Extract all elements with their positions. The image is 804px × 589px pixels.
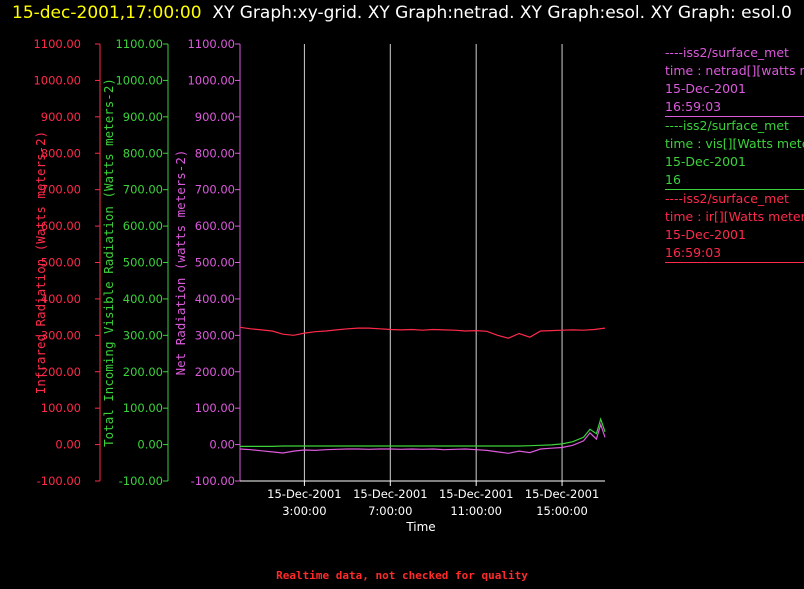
y-tick-label: 400.00 [195,292,235,306]
y-tick-label: 800.00 [195,146,235,160]
legend-var: time : netrad[][watts meters-2] [665,63,804,78]
y-tick-label: 700.00 [41,183,81,197]
y-axis-title: Total Incoming Visible Radiation (Watts … [101,78,116,447]
y-tick-label: 800.00 [41,146,81,160]
y-axis-title: Net Radiation (watts meters-2) [173,150,188,376]
y-tick-label: 300.00 [123,328,163,342]
y-tick-label: 200.00 [41,365,81,379]
y-tick-label: 600.00 [195,219,235,233]
chart-title: 15-dec-2001,17:00:00 XY Graph:xy-grid. X… [12,2,792,24]
y-tick-label: 1000.00 [187,73,235,87]
y-tick-label: 700.00 [195,183,235,197]
x-tick-label-time: 3:00:00 [282,504,326,518]
legend-time: 16 [665,172,681,187]
y-tick-label: 600.00 [123,219,163,233]
y-axis-title: Infrared Radiation (Watts meters-2) [33,131,48,394]
y-tick-label: 900.00 [123,110,163,124]
legend-title: ----iss2/surface_met [665,45,789,60]
y-tick-label: 900.00 [41,110,81,124]
y-tick-label: 500.00 [41,256,81,270]
y-tick-label: 1000.00 [33,73,81,87]
x-tick-label-date: 15-Dec-2001 [525,487,599,501]
series-line-ir [239,326,606,339]
x-tick-label-time: 11:00:00 [450,504,502,518]
x-axis-title: Time [405,520,435,534]
y-tick-label: 300.00 [195,328,235,342]
y-tick-label: 200.00 [195,365,235,379]
y-tick-label: 0.00 [209,438,235,452]
y-tick-label: 1100.00 [187,37,235,51]
y-tick-label: 700.00 [123,183,163,197]
y-tick-label: 500.00 [123,256,163,270]
graph-list: XY Graph:xy-grid. XY Graph:netrad. XY Gr… [212,3,792,23]
y-tick-label: 100.00 [195,401,235,415]
y-tick-label: 0.00 [137,438,163,452]
x-tick-label-date: 15-Dec-2001 [353,487,427,501]
series-line-netrad [239,422,606,454]
legend-date: 15-Dec-2001 [665,154,746,169]
y-tick-label: 200.00 [123,365,163,379]
x-tick-label-date: 15-Dec-2001 [267,487,341,501]
series-line-vis [240,417,606,447]
y-tick-label: 300.00 [41,328,81,342]
timestamp: 15-dec-2001,17:00:00 [12,3,202,23]
legend-var: time : vis[][Watts meters-2] [665,136,804,151]
y-tick-label: -100.00 [119,474,163,488]
legend-title: ----iss2/surface_met [665,118,789,133]
legend-time: 16:59:03 [665,99,722,114]
y-tick-label: 400.00 [41,292,81,306]
y-tick-label: 1000.00 [115,73,163,87]
y-tick-label: 100.00 [41,401,81,415]
y-tick-label: 600.00 [41,219,81,233]
y-tick-label: 1100.00 [33,37,81,51]
y-tick-label: -100.00 [37,474,81,488]
y-tick-label: -100.00 [191,474,235,488]
legend-title: ----iss2/surface_met [665,191,789,206]
legend-var: time : ir[][Watts meters-2] [665,209,804,224]
legend-date: 15-Dec-2001 [665,227,746,242]
legend-time: 16:59:03 [665,245,722,260]
y-tick-label: 0.00 [55,438,81,452]
y-tick-label: 500.00 [195,256,235,270]
legend-date: 15-Dec-2001 [665,81,746,96]
y-tick-label: 1100.00 [115,37,163,51]
y-tick-label: 100.00 [123,401,163,415]
y-tick-label: 400.00 [123,292,163,306]
x-tick-label-time: 7:00:00 [368,504,412,518]
x-tick-label-date: 15-Dec-2001 [439,487,513,501]
y-tick-label: 900.00 [195,110,235,124]
quality-note: Realtime data, not checked for quality [276,569,528,582]
x-tick-label-time: 15:00:00 [536,504,588,518]
y-tick-label: 800.00 [123,146,163,160]
